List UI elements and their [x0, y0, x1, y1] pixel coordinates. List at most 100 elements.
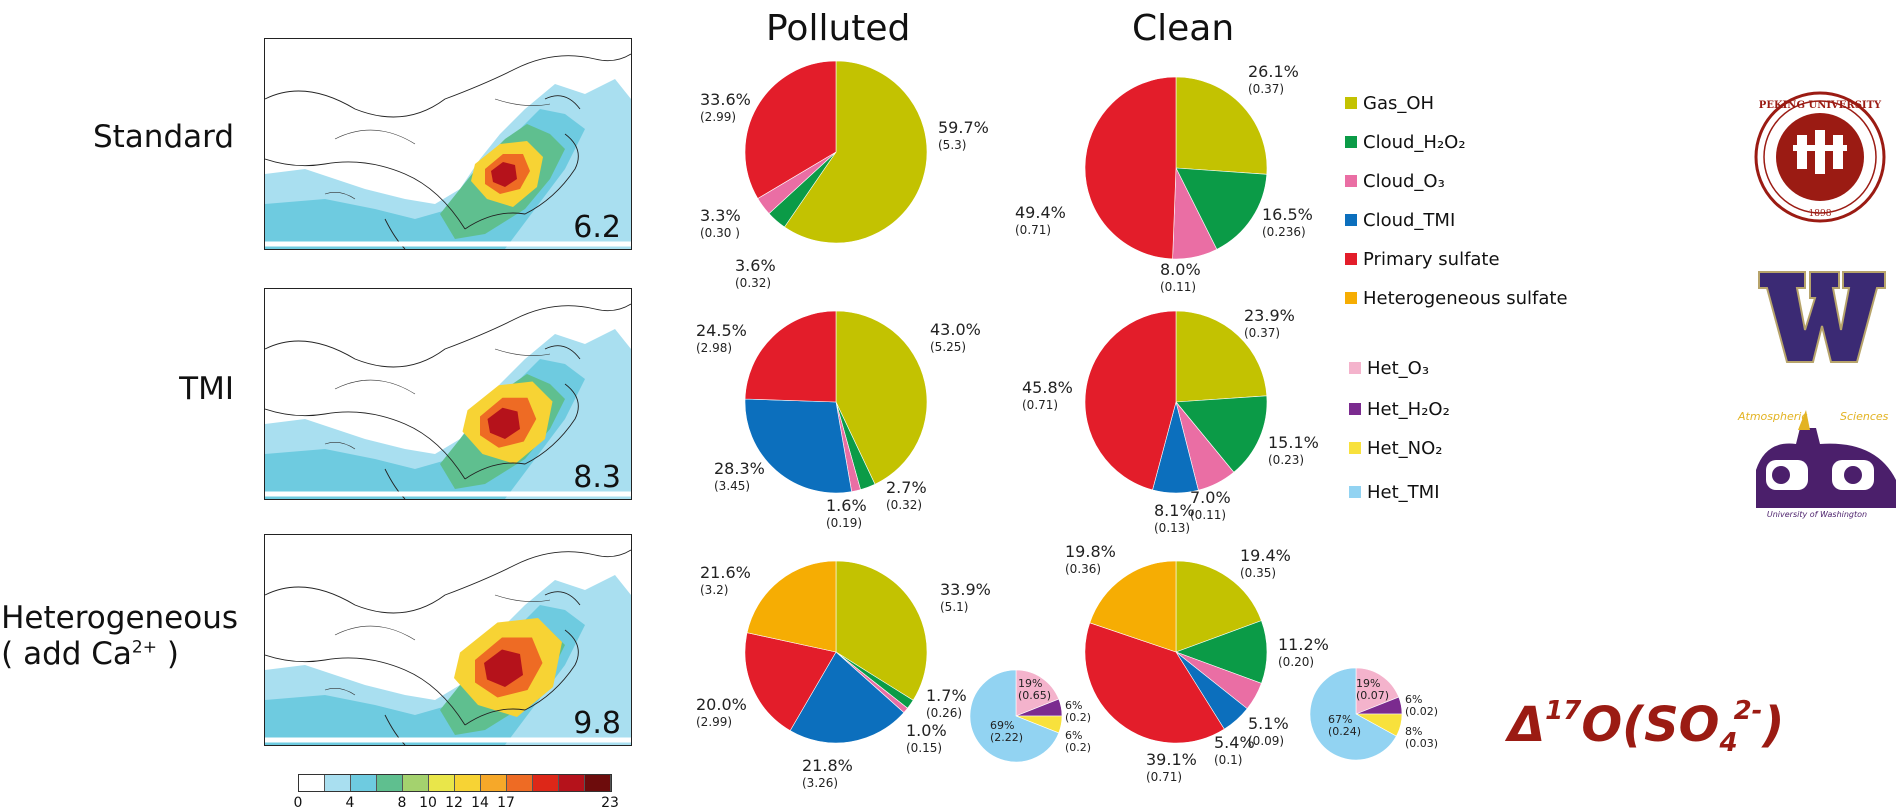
pie-slice-heterogeneous-sulfate: [1089, 560, 1177, 653]
pie-percent-label: 45.8%: [1022, 378, 1073, 397]
pie-data-label: 21.8% (3.26): [802, 758, 853, 790]
svg-text:University of Washington: University of Washington: [1767, 510, 1867, 519]
pie-value-label: (0.19): [826, 516, 863, 530]
legend-item: Het_TMI: [1349, 481, 1440, 503]
pie-slice-cloud-h2o2: [1175, 395, 1268, 473]
pie-percent-label: 6%: [1405, 693, 1423, 706]
map-tmi: 8.3: [264, 288, 632, 500]
legend-item: Cloud_O₃: [1345, 170, 1445, 192]
pie-value-label: (0.2): [1065, 740, 1092, 754]
legend-swatch: [1349, 486, 1361, 498]
colorbar-tick-label: 0: [293, 795, 303, 811]
pie-value-label: (0.20): [1278, 655, 1315, 669]
map-heterogeneous: 9.8: [264, 534, 632, 746]
pie-percent-label: 19.8%: [1065, 542, 1116, 561]
het-line2-suffix: ): [156, 635, 179, 672]
svg-text:1898: 1898: [1809, 209, 1832, 219]
pie-data-label: 69% (2.22): [990, 720, 1023, 743]
pie-value-label: (0.71): [1022, 398, 1059, 412]
pie-value-label: (0.71): [1146, 770, 1183, 784]
legend-label: Heterogeneous sulfate: [1363, 287, 1568, 309]
map-standard-value: 6.2: [573, 210, 621, 245]
pie-data-label: 1.6% (0.19): [826, 496, 867, 530]
map-region-peak: [484, 649, 523, 687]
pie-percent-label: 8.0%: [1160, 260, 1201, 279]
pie-slice-primary-sulfate: [1084, 310, 1177, 491]
pie-value-label: (0.11): [1160, 280, 1197, 294]
pie-slice-primary-sulfate: [744, 310, 837, 403]
legend-label: Cloud_H₂O₂: [1363, 131, 1466, 153]
pie-percent-label: 16.5%: [1262, 205, 1313, 224]
pie-data-label: 3.3% (0.30 ): [700, 208, 741, 240]
map-borders: [324, 98, 551, 200]
svg-text:Atmospheric: Atmospheric: [1737, 410, 1807, 423]
pie-data-label: 6% (0.2): [1065, 730, 1091, 753]
legend-swatch: [1349, 442, 1361, 454]
column-title-clean: Clean: [1132, 8, 1235, 49]
pie-slice-primary-sulfate: [744, 60, 837, 199]
pie-data-label: 16.5% (0.236): [1262, 205, 1313, 239]
pie-data-label: 23.9% (0.37): [1244, 306, 1295, 340]
delta-charge: 2-: [1733, 696, 1763, 726]
pie-value-label: (0.37): [1248, 82, 1285, 96]
legend-swatch: [1345, 292, 1357, 304]
map-coastlines: [265, 549, 631, 745]
pie-slice-gas-oh: [1175, 310, 1268, 403]
pie-percent-label: 5.1%: [1248, 714, 1289, 733]
pie-percent-label: 1.6%: [826, 496, 867, 515]
colorbar-segment: [455, 775, 481, 791]
pie-data-label: 24.5% (2.98): [696, 321, 747, 355]
colorbar-segment: [429, 775, 455, 791]
delta-sup: 17: [1545, 696, 1582, 726]
pie-data-label: 7.0% (0.11): [1190, 488, 1231, 522]
colorbar-segment: [403, 775, 429, 791]
colorbar-segment: [325, 775, 351, 791]
pie-percent-label: 33.6%: [700, 90, 751, 109]
pie-data-label: 43.0% (5.25): [930, 322, 981, 354]
pie-slice-gas-oh: [784, 60, 928, 244]
legend-swatch: [1345, 214, 1357, 226]
map-standard-canvas: [265, 53, 631, 249]
pie-value-label: (0.24): [1328, 724, 1362, 738]
pie-slice-het-tmi: [1309, 667, 1397, 761]
pie-slice-gas-oh: [1175, 560, 1262, 653]
pie-slice-gas-oh: [835, 310, 928, 485]
pie-value-label: (0.1): [1214, 753, 1243, 767]
pie-value-label: (2.98): [696, 341, 733, 355]
colorbar-tick-label: 23: [601, 795, 619, 811]
pie-value-label: (2.99): [700, 110, 737, 124]
pie-data-label: 19.4% (0.35): [1240, 548, 1291, 580]
pie-percent-label: 7.0%: [1190, 488, 1231, 507]
legend-item: Het_O₃: [1349, 357, 1429, 379]
pie-data-label: 8.0% (0.11): [1160, 260, 1201, 294]
pie-percent-label: 23.9%: [1244, 306, 1295, 325]
colorbar-tick-label: 8: [397, 795, 407, 811]
legend-label: Cloud_O₃: [1363, 170, 1445, 192]
column-title-polluted: Polluted: [766, 8, 911, 49]
pie-value-label: (5.3): [938, 138, 967, 152]
pie-value-label: (0.35): [1240, 566, 1277, 580]
legend-swatch: [1349, 403, 1361, 415]
pie-percent-label: 6%: [1065, 699, 1083, 712]
delta-main: O(SO: [1581, 697, 1720, 753]
pie-percent-label: 21.6%: [700, 563, 751, 582]
pie-data-label: 1.0% (0.15): [906, 723, 947, 755]
pie-value-label: (0.32): [886, 498, 923, 512]
map-region-peak: [487, 407, 520, 439]
peking-university-logo: PEKING UNIVERSITY 1898: [1754, 91, 1886, 223]
pie-data-label: 33.9% (5.1): [940, 582, 991, 614]
pie-percent-label: 24.5%: [696, 321, 747, 340]
pie-data-label: 19% (0.65): [1018, 678, 1051, 701]
pie-percent-label: 15.1%: [1268, 433, 1319, 452]
map-region-peak: [491, 162, 517, 187]
pie-slice-cloud-tmi: [744, 398, 852, 494]
colorbar-segment: [377, 775, 403, 791]
pie-value-label: (0.236): [1262, 225, 1306, 239]
pie-percent-label: 19%: [1356, 677, 1381, 690]
legend-label: Het_H₂O₂: [1367, 398, 1450, 420]
map-heterogeneous-value: 9.8: [573, 706, 621, 741]
legend-label: Het_NO₂: [1367, 437, 1443, 459]
legend-item: Cloud_TMI: [1345, 209, 1455, 231]
map-borders: [324, 348, 551, 450]
